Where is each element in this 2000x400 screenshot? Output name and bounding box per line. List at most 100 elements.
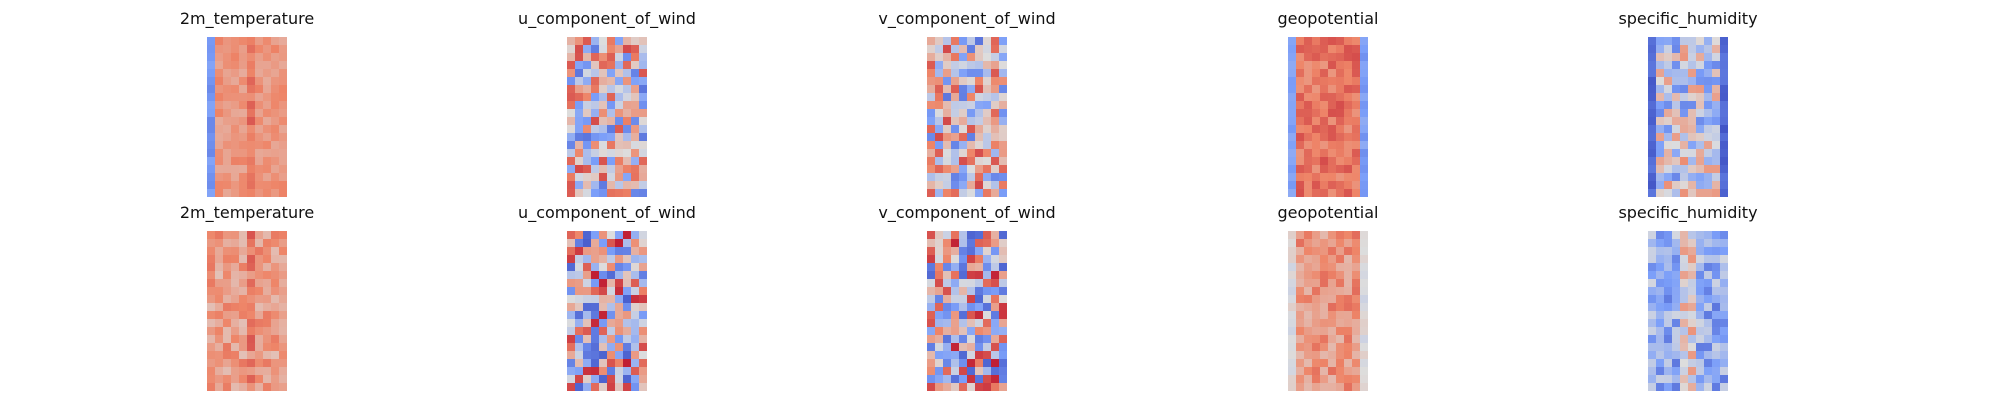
heatmap-cell — [967, 181, 975, 189]
heatmap-cell — [279, 319, 287, 327]
heatmap-cell — [271, 231, 279, 239]
heatmap-cell — [991, 45, 999, 53]
heatmap-cell — [631, 149, 639, 157]
heatmap-cell — [1304, 335, 1312, 343]
heatmap-cell — [279, 61, 287, 69]
heatmap-cell — [1296, 375, 1304, 383]
heatmap-cell — [943, 343, 951, 351]
heatmap-cell — [223, 37, 231, 45]
heatmap-cell — [967, 247, 975, 255]
heatmap-cell — [1360, 287, 1368, 295]
heatmap-cell — [1320, 335, 1328, 343]
heatmap-cell — [247, 181, 255, 189]
heatmap-cell — [239, 247, 247, 255]
heatmap-cell — [591, 149, 599, 157]
heatmap-cell — [623, 141, 631, 149]
heatmap-cell — [1712, 303, 1720, 311]
heatmap-cell — [263, 255, 271, 263]
heatmap-cell — [1320, 101, 1328, 109]
heatmap-cell — [1304, 327, 1312, 335]
heatmap-cell — [271, 45, 279, 53]
heatmap-cell — [1328, 109, 1336, 117]
heatmap-cell — [1696, 181, 1704, 189]
heatmap-cell — [207, 303, 215, 311]
heatmap-cell — [215, 69, 223, 77]
heatmap-cell — [983, 239, 991, 247]
heatmap-cell — [223, 101, 231, 109]
heatmap-cell — [1680, 319, 1688, 327]
heatmap-cell — [1720, 335, 1728, 343]
heatmap-panel — [1648, 231, 1728, 391]
heatmap-cell — [927, 109, 935, 117]
heatmap-cell — [607, 77, 615, 85]
heatmap-cell — [631, 133, 639, 141]
heatmap-cell — [1688, 271, 1696, 279]
heatmap-cell — [983, 335, 991, 343]
heatmap-cell — [1304, 319, 1312, 327]
heatmap-cell — [239, 77, 247, 85]
heatmap-cell — [583, 77, 591, 85]
heatmap-cell — [1312, 93, 1320, 101]
heatmap-cell — [1352, 101, 1360, 109]
heatmap-cell — [271, 335, 279, 343]
heatmap-cell — [1312, 311, 1320, 319]
heatmap-cell — [1344, 37, 1352, 45]
heatmap-cell — [1648, 93, 1656, 101]
heatmap-cell — [1656, 61, 1664, 69]
heatmap-cell — [255, 45, 263, 53]
heatmap-cell — [1312, 335, 1320, 343]
heatmap-cell — [935, 157, 943, 165]
heatmap-cell — [1672, 125, 1680, 133]
heatmap-cell — [1656, 231, 1664, 239]
heatmap-cell — [943, 231, 951, 239]
heatmap-cell — [631, 311, 639, 319]
heatmap-cell — [1664, 295, 1672, 303]
heatmap-cell — [1720, 141, 1728, 149]
heatmap-cell — [991, 367, 999, 375]
heatmap-cell — [1696, 189, 1704, 197]
heatmap-cell — [959, 311, 967, 319]
heatmap-cell — [927, 279, 935, 287]
heatmap-cell — [639, 45, 647, 53]
heatmap-cell — [967, 359, 975, 367]
heatmap-cell — [207, 367, 215, 375]
heatmap-cell — [223, 109, 231, 117]
heatmap-cell — [1648, 359, 1656, 367]
heatmap-cell — [1656, 303, 1664, 311]
heatmap-cell — [1344, 327, 1352, 335]
heatmap-cell — [1328, 53, 1336, 61]
heatmap-cell — [1328, 149, 1336, 157]
heatmap-cell — [1288, 255, 1296, 263]
heatmap-cell — [1352, 133, 1360, 141]
heatmap-cell — [279, 231, 287, 239]
heatmap-cell — [1296, 53, 1304, 61]
heatmap-cell — [239, 109, 247, 117]
heatmap-cell — [991, 37, 999, 45]
heatmap-cell — [631, 367, 639, 375]
heatmap-cell — [599, 93, 607, 101]
heatmap-cell — [279, 189, 287, 197]
heatmap-cell — [999, 189, 1007, 197]
heatmap-cell — [1312, 133, 1320, 141]
heatmap-cell — [983, 101, 991, 109]
heatmap-cell — [599, 375, 607, 383]
heatmap-cell — [935, 77, 943, 85]
heatmap-cell — [567, 303, 575, 311]
heatmap-cell — [1336, 109, 1344, 117]
heatmap-cell — [255, 157, 263, 165]
heatmap-cell — [255, 173, 263, 181]
heatmap-cell — [247, 287, 255, 295]
heatmap-cell — [223, 287, 231, 295]
heatmap-cell — [247, 141, 255, 149]
heatmap-cell — [215, 165, 223, 173]
heatmap-cell — [215, 61, 223, 69]
heatmap-cell — [1352, 351, 1360, 359]
heatmap-cell — [247, 255, 255, 263]
heatmap-cell — [943, 319, 951, 327]
heatmap-cell — [583, 343, 591, 351]
heatmap-cell — [1664, 165, 1672, 173]
heatmap-cell — [959, 383, 967, 391]
heatmap-cell — [927, 37, 935, 45]
heatmap-cell — [991, 319, 999, 327]
heatmap-cell — [1680, 239, 1688, 247]
